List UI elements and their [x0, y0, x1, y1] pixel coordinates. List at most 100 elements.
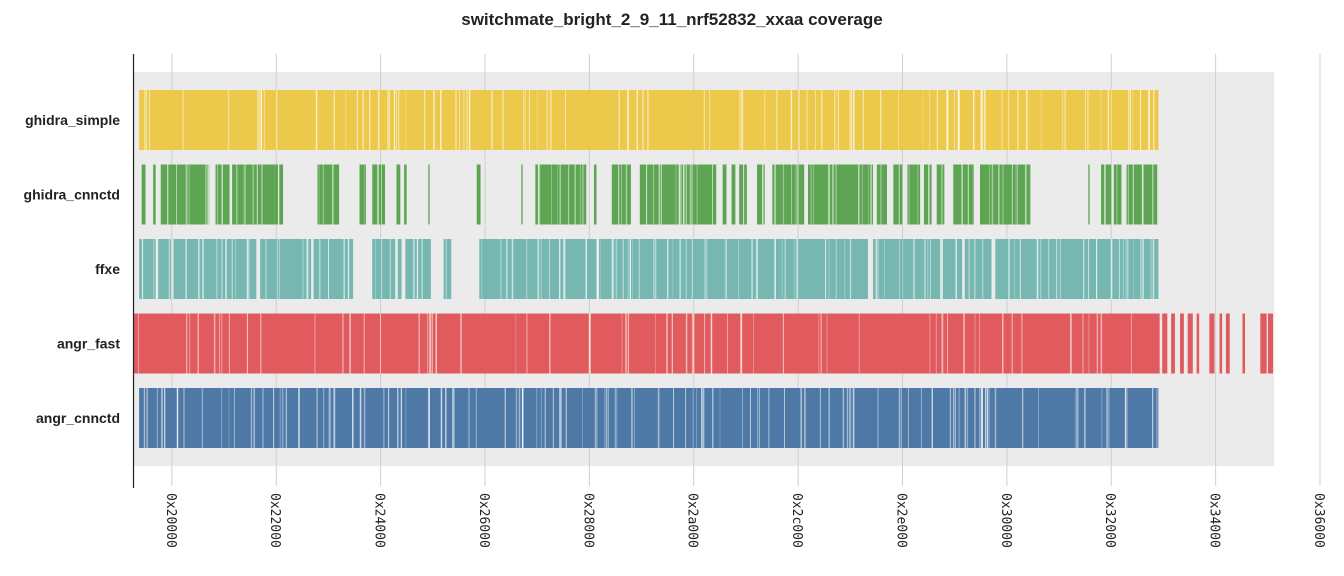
ghidra_simple-coverage-gap — [362, 90, 364, 150]
ffxe-coverage-gap — [796, 239, 799, 299]
angr_fast-coverage-range-11 — [1267, 313, 1274, 374]
angr_cnnctd-coverage-gap — [606, 388, 608, 448]
ghidra_simple-coverage-gap — [1001, 90, 1003, 150]
x-tick-label-0x24000: 0x24000 — [372, 493, 387, 548]
angr_cnnctd-coverage-gap — [298, 388, 300, 448]
ghidra_cnnctd-coverage-gap — [961, 164, 963, 225]
ghidra_simple-coverage-gap — [850, 90, 852, 150]
ghidra_cnnctd-coverage-gap — [1157, 164, 1159, 225]
angr_fast-coverage-gap — [213, 313, 216, 374]
ghidra_cnnctd-coverage-range-1 — [153, 164, 156, 225]
ghidra_simple-coverage-gap — [1128, 90, 1130, 150]
ffxe-coverage-gap — [898, 239, 900, 299]
ghidra_simple-coverage-gap — [528, 90, 530, 150]
angr_fast-coverage-gap — [782, 313, 784, 374]
ghidra_simple-coverage-gap — [398, 90, 400, 150]
angr_fast-coverage-gap — [197, 313, 199, 374]
angr_fast-coverage-gap — [246, 313, 248, 374]
ffxe-coverage-gap — [347, 239, 349, 299]
ghidra_simple-coverage-gap — [263, 90, 265, 150]
ghidra_simple-coverage-gap — [550, 90, 552, 150]
ghidra_simple-coverage-gap — [936, 90, 939, 150]
angr_cnnctd-coverage-gap — [400, 388, 403, 448]
ghidra_simple-coverage-gap — [1139, 90, 1142, 150]
angr_cnnctd-coverage-gap — [958, 388, 960, 448]
angr_cnnctd-coverage-gap — [984, 388, 987, 448]
angr_cnnctd-coverage-gap — [144, 388, 146, 448]
angr_fast-coverage-gap — [219, 313, 221, 374]
ghidra_cnnctd-coverage-gap — [791, 164, 793, 225]
angr_cnnctd-coverage-gap — [846, 388, 849, 448]
angr_fast-coverage-gap — [1070, 313, 1072, 374]
ffxe-coverage-gap — [1008, 239, 1010, 299]
angr_fast-coverage-range-3 — [1180, 313, 1184, 374]
ffxe-coverage-gap — [667, 239, 669, 299]
ghidra_cnnctd-coverage-range-2 — [160, 164, 171, 225]
angr_fast-coverage-gap — [963, 313, 965, 374]
angr_cnnctd-coverage-gap — [931, 388, 933, 448]
ghidra_cnnctd-coverage-gap — [236, 164, 238, 225]
angr_cnnctd-coverage-gap — [851, 388, 853, 448]
angr_fast-coverage-gap — [1088, 313, 1090, 374]
angr_cnnctd-coverage-gap — [750, 388, 751, 448]
ffxe-coverage-gap — [685, 239, 687, 299]
ghidra_simple-coverage-gap — [1129, 90, 1131, 150]
ghidra_simple-coverage-gap — [463, 90, 465, 150]
ffxe-coverage-gap — [564, 239, 566, 299]
angr_fast-coverage-range-5 — [1196, 313, 1200, 374]
angr_cnnctd-coverage-gap — [1156, 388, 1158, 448]
angr_fast-coverage-gap — [137, 313, 140, 374]
ffxe-coverage-gap — [1048, 239, 1050, 299]
angr_cnnctd-coverage-gap — [801, 388, 803, 448]
series-ghidra_cnnctd — [141, 164, 1159, 225]
ghidra_cnnctd-coverage-gap — [678, 164, 681, 225]
angr_fast-coverage-gap — [588, 313, 590, 374]
angr_cnnctd-coverage-gap — [475, 388, 477, 448]
ffxe-coverage-gap — [738, 239, 740, 299]
angr_cnnctd-coverage-gap — [333, 388, 336, 448]
ghidra_cnnctd-coverage-gap — [568, 164, 570, 225]
ghidra_simple-coverage-gap — [852, 90, 854, 150]
angr_fast-coverage-gap — [460, 313, 462, 374]
ghidra_cnnctd-coverage-gap — [207, 164, 209, 225]
angr_fast-coverage-gap — [685, 313, 688, 374]
ffxe-coverage-gap — [781, 239, 783, 299]
angr_fast-coverage-gap — [342, 313, 344, 374]
angr_cnnctd-coverage-gap — [604, 388, 606, 448]
angr_fast-coverage-gap — [625, 313, 627, 374]
ghidra_simple-coverage-gap — [957, 90, 959, 150]
ffxe-coverage-gap — [343, 239, 345, 299]
angr_cnnctd-coverage-gap — [804, 388, 805, 448]
series-ghidra_simple — [139, 90, 1159, 150]
angr_cnnctd-coverage-gap — [156, 388, 158, 448]
angr_cnnctd-coverage-gap — [146, 388, 148, 448]
ffxe-coverage-gap — [875, 239, 877, 299]
angr_cnnctd-coverage-gap — [453, 388, 455, 448]
ffxe-coverage-gap — [724, 239, 726, 299]
angr_cnnctd-coverage-gap — [253, 388, 255, 448]
ffxe-coverage-gap — [629, 239, 632, 299]
x-tick-label-0x2c000: 0x2c000 — [789, 493, 804, 548]
ghidra_cnnctd-coverage-gap — [1015, 164, 1017, 225]
angr_cnnctd-coverage-gap — [692, 388, 694, 448]
ghidra_simple-coverage-gap — [1017, 90, 1019, 150]
ffxe-coverage-range-12 — [872, 239, 963, 299]
ghidra_cnnctd-coverage-gap — [898, 164, 900, 225]
x-tick-label-0x2a000: 0x2a000 — [685, 493, 700, 548]
ffxe-coverage-gap — [627, 239, 629, 299]
angr_cnnctd-coverage-gap — [759, 388, 760, 448]
angr_cnnctd-coverage-gap — [1106, 388, 1108, 448]
ffxe-coverage-gap — [849, 239, 852, 299]
angr_fast-coverage-gap — [515, 313, 517, 374]
ffxe-coverage-range-9 — [443, 239, 452, 299]
x-tick-label-0x32000: 0x32000 — [1102, 493, 1117, 548]
ghidra_cnnctd-coverage-range-3 — [170, 164, 210, 225]
ghidra_cnnctd-coverage-range-32 — [923, 164, 932, 225]
ghidra_simple-coverage-gap — [1084, 90, 1086, 150]
angr_fast-coverage-gap — [363, 313, 365, 374]
ghidra_simple-coverage-gap — [393, 90, 396, 150]
angr_cnnctd-coverage-gap — [907, 388, 909, 448]
ghidra_cnnctd-coverage-gap — [205, 164, 207, 225]
angr_fast-coverage-gap — [935, 313, 937, 374]
